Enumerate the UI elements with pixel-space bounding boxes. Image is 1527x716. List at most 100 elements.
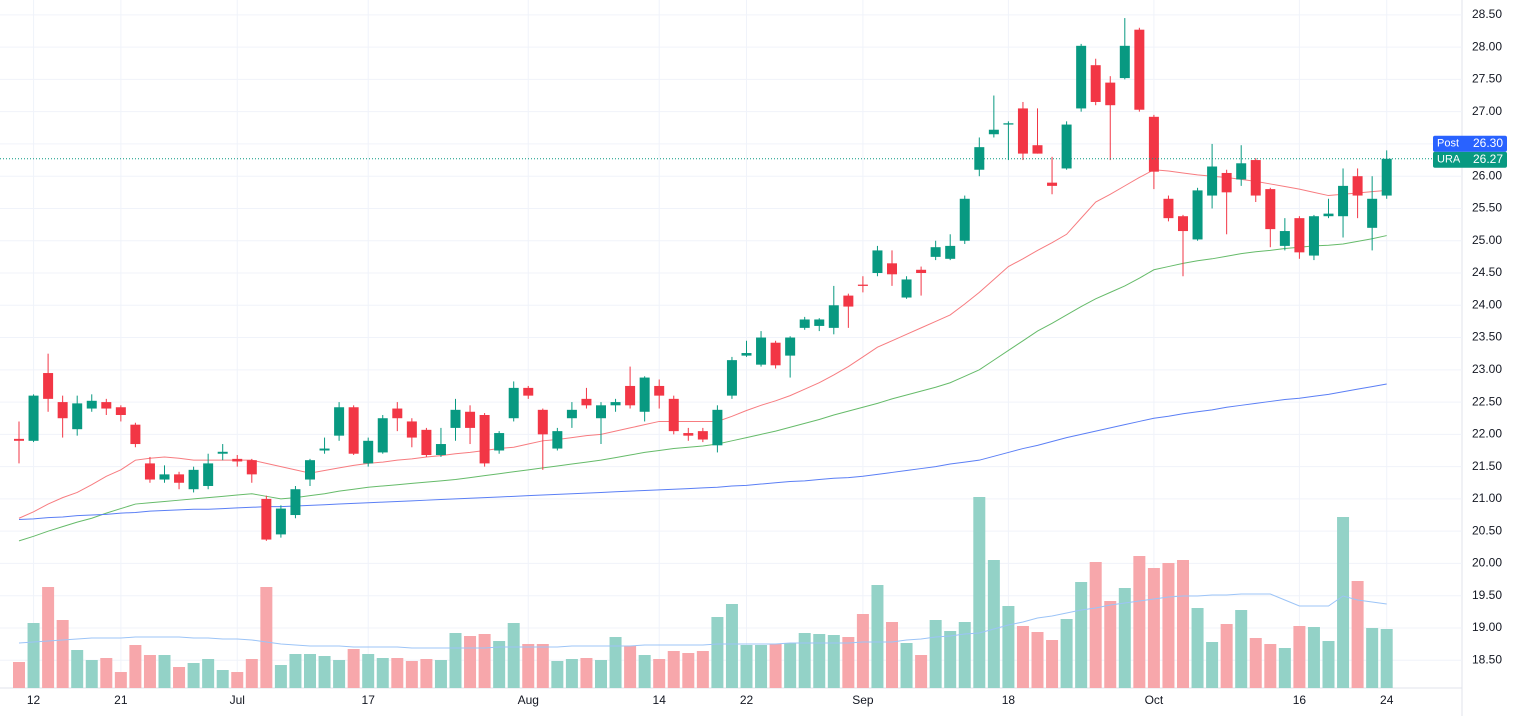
candle-body — [872, 250, 883, 274]
y-tick-label: 25.50 — [1472, 201, 1502, 215]
candle-body — [1221, 172, 1232, 193]
candle-body — [1003, 123, 1014, 125]
volume-bar — [274, 665, 287, 688]
candle-body — [1148, 116, 1159, 172]
candle-body — [1017, 108, 1028, 154]
volume-bar — [667, 651, 680, 688]
volume-bar — [202, 659, 215, 688]
volume-bar — [929, 620, 942, 688]
volume-bar — [536, 644, 549, 688]
candle-body — [305, 460, 315, 480]
candle-body — [86, 400, 97, 409]
volume-bar — [551, 661, 564, 688]
volume-bar — [216, 670, 229, 688]
volume-bar — [1322, 641, 1335, 688]
candle-body — [43, 373, 54, 399]
candle-body — [712, 409, 723, 446]
candle-body — [799, 319, 810, 328]
y-tick-label: 22.00 — [1472, 427, 1502, 441]
volume-bar — [27, 623, 40, 688]
volume-bar — [638, 655, 651, 688]
volume-bar — [813, 634, 826, 688]
candle-body — [421, 429, 432, 456]
volume-bar — [682, 653, 695, 688]
y-tick-label: 28.00 — [1472, 39, 1502, 53]
y-tick-label: 20.00 — [1472, 556, 1502, 570]
volume-bar — [1293, 626, 1306, 688]
volume-bar — [711, 617, 724, 688]
volume-bar — [1307, 627, 1320, 688]
volume-bar — [958, 622, 971, 688]
candle-body — [581, 398, 592, 406]
volume-bar — [624, 646, 637, 688]
x-tick-label: 22 — [740, 693, 754, 707]
candle-body — [435, 444, 446, 456]
volume-bar — [522, 644, 535, 688]
candle-body — [887, 263, 897, 275]
candle-body — [1134, 29, 1145, 110]
volume-bar — [696, 651, 709, 688]
volume-bar — [449, 633, 462, 688]
volume-bar — [653, 659, 666, 688]
x-tick-label: 12 — [27, 693, 41, 707]
x-tick-label: 21 — [114, 693, 128, 707]
volume-bar — [1337, 517, 1350, 688]
candle-body — [334, 407, 345, 436]
candle-body — [596, 405, 606, 419]
x-tick-label: 16 — [1293, 693, 1307, 707]
volume-bar — [900, 643, 913, 688]
candle-body — [1061, 124, 1072, 169]
volume-bar — [347, 649, 360, 688]
candle-body — [843, 295, 854, 307]
volume-bar — [493, 641, 506, 688]
volume-bar — [1133, 556, 1146, 688]
candle-body — [756, 337, 767, 365]
candle-body — [363, 440, 374, 464]
y-tick-label: 27.50 — [1472, 72, 1502, 86]
candle-body — [392, 408, 403, 419]
volume-bar — [1177, 560, 1189, 688]
candle-body — [1294, 218, 1305, 253]
candle-body — [1367, 198, 1378, 228]
y-tick-label: 24.00 — [1472, 297, 1502, 311]
x-tick-label: 24 — [1380, 693, 1394, 707]
volume-bar — [56, 620, 69, 688]
volume-bar — [434, 660, 447, 688]
volume-ma-line — [18, 593, 1387, 649]
price-tag-value: 26.30 — [1473, 136, 1503, 150]
candle-body — [14, 438, 24, 441]
candle-body — [377, 418, 388, 453]
volume-bar — [333, 660, 346, 688]
candle-body — [537, 409, 548, 435]
candle-body — [290, 489, 301, 516]
x-tick-label: Sep — [852, 693, 874, 707]
candle-body — [523, 387, 534, 396]
candle-body — [726, 360, 737, 396]
candle-body — [465, 411, 476, 428]
candle-body — [945, 245, 956, 259]
candle-body — [72, 403, 83, 430]
y-tick-label: 23.00 — [1472, 362, 1502, 376]
volume-bar — [1380, 629, 1393, 688]
candle-body — [1105, 82, 1116, 106]
volume-bar — [304, 654, 316, 688]
volume-bar — [1046, 640, 1059, 688]
candle-body — [1352, 176, 1363, 196]
volume-bar — [158, 655, 171, 688]
volume-bar — [1089, 562, 1102, 688]
x-tick-label: Aug — [518, 693, 539, 707]
volume-bar — [565, 659, 578, 688]
candle-body — [930, 247, 941, 257]
volume-bar — [886, 622, 898, 688]
candle-body — [1250, 160, 1261, 196]
volume-bar — [143, 655, 156, 688]
price-tag — [1433, 151, 1507, 168]
volume-bar — [1016, 626, 1029, 688]
candle-body — [1265, 189, 1276, 230]
volume-bar — [289, 654, 302, 688]
volume-bar — [13, 662, 25, 688]
volume-bar — [1249, 638, 1262, 688]
candle-body — [275, 508, 286, 535]
volume-bar — [1278, 648, 1291, 688]
